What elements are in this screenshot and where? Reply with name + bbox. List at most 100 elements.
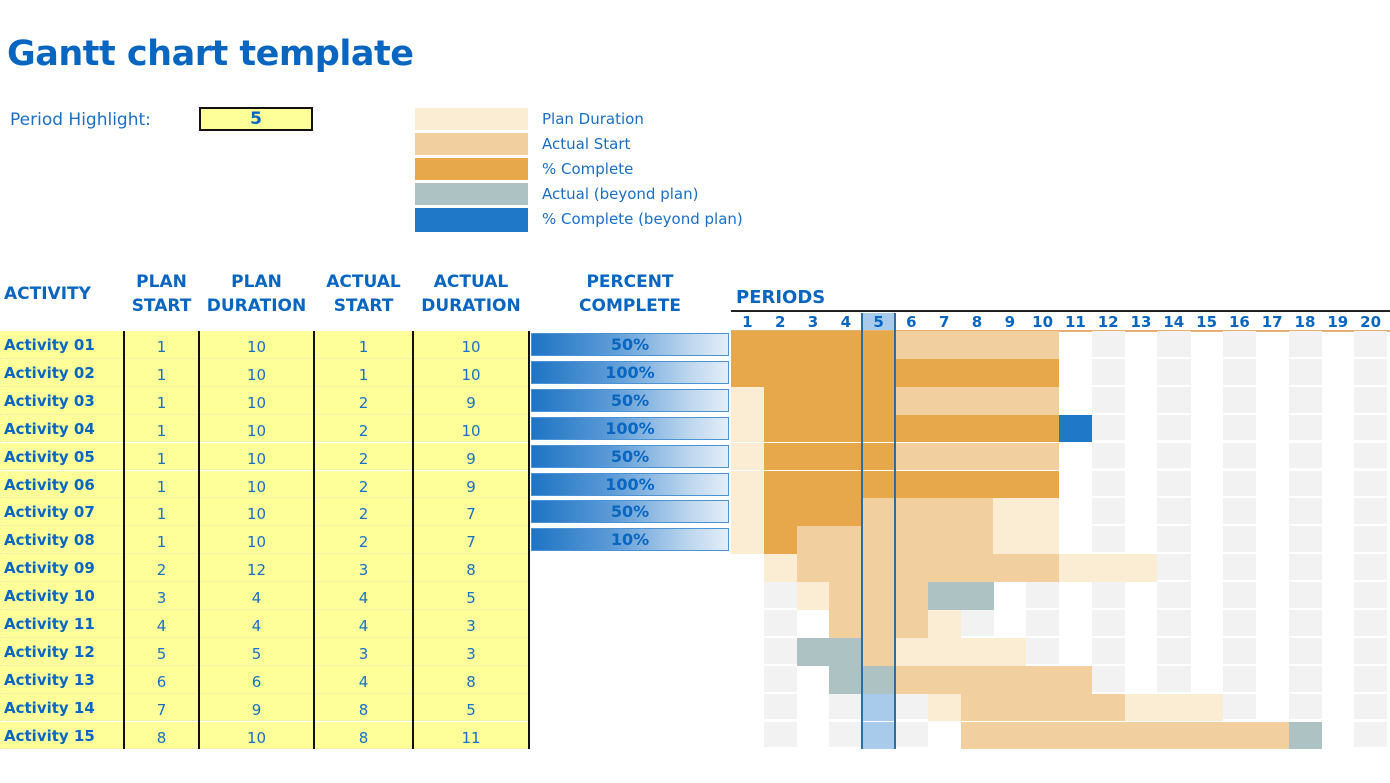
plan-cell — [731, 526, 765, 555]
plan-start-cell[interactable]: 6 — [124, 665, 199, 694]
plan-cell — [960, 637, 994, 666]
activity-name[interactable]: Activity 10 — [0, 582, 124, 610]
plan-start-cell[interactable]: 1 — [124, 498, 199, 527]
period-highlight-input[interactable]: 5 — [199, 107, 313, 131]
actual-duration-cell[interactable]: 10 — [413, 358, 529, 387]
header-line: START — [333, 296, 394, 316]
activity-name[interactable]: Activity 12 — [0, 637, 124, 666]
plan-duration-cell[interactable]: 10 — [199, 358, 314, 387]
plan-duration-cell[interactable]: 6 — [199, 665, 314, 694]
actual-start-cell[interactable]: 4 — [314, 665, 413, 694]
activity-name[interactable]: Activity 15 — [0, 721, 124, 750]
percent-complete-bar[interactable]: 50% — [531, 500, 729, 524]
actual-start-cell[interactable]: 2 — [314, 498, 413, 527]
activity-name[interactable]: Activity 05 — [0, 442, 124, 471]
plan-duration-cell[interactable]: 10 — [199, 526, 314, 555]
activity-name[interactable]: Activity 04 — [0, 414, 124, 443]
percent-complete-bar[interactable]: 10% — [531, 528, 729, 552]
activity-name[interactable]: Activity 03 — [0, 386, 124, 415]
percent-complete-bar[interactable]: 50% — [531, 388, 729, 412]
plan-start-cell[interactable]: 1 — [124, 526, 199, 555]
actual-duration-cell[interactable]: 8 — [413, 554, 529, 582]
plan-duration-cell[interactable]: 4 — [199, 582, 314, 610]
plan-duration-cell[interactable]: 10 — [199, 386, 314, 415]
plan-start-cell[interactable]: 1 — [124, 414, 199, 443]
table-row: Activity 11 4 4 4 3 — [0, 610, 1390, 638]
actual-start-cell[interactable]: 8 — [314, 721, 413, 750]
empty-cell — [1223, 498, 1257, 527]
actual-cell — [1091, 693, 1126, 722]
percent-complete-bar[interactable]: 50% — [531, 444, 729, 468]
period-header-10: 10 — [1032, 313, 1054, 331]
activity-name[interactable]: Activity 14 — [0, 693, 124, 722]
actual-cell — [1026, 693, 1060, 722]
actual-start-cell[interactable]: 4 — [314, 582, 413, 610]
percent-complete-bar[interactable]: 100% — [531, 416, 729, 440]
actual-start-cell[interactable]: 2 — [314, 386, 413, 415]
actual-start-cell[interactable]: 4 — [314, 610, 413, 638]
actual-duration-cell[interactable]: 5 — [413, 693, 529, 722]
activity-name[interactable]: Activity 08 — [0, 526, 124, 555]
plan-start-cell[interactable]: 5 — [124, 637, 199, 666]
plan-start-cell[interactable]: 1 — [124, 442, 199, 471]
plan-duration-cell[interactable]: 9 — [199, 693, 314, 722]
plan-duration-cell[interactable]: 4 — [199, 610, 314, 638]
plan-start-cell[interactable]: 7 — [124, 693, 199, 722]
actual-start-cell[interactable]: 8 — [314, 693, 413, 722]
activity-name[interactable]: Activity 13 — [0, 665, 124, 694]
actual-cell — [960, 442, 994, 471]
plan-duration-cell[interactable]: 10 — [199, 721, 314, 750]
percent-complete-bar[interactable]: 100% — [531, 360, 729, 384]
percent-complete-bar[interactable]: 50% — [531, 333, 729, 356]
plan-duration-cell[interactable]: 10 — [199, 414, 314, 443]
plan-start-cell[interactable]: 1 — [124, 331, 199, 359]
actual-duration-cell[interactable]: 5 — [413, 582, 529, 610]
actual-start-cell[interactable]: 2 — [314, 442, 413, 471]
plan-duration-cell[interactable]: 10 — [199, 470, 314, 499]
plan-duration-cell[interactable]: 10 — [199, 498, 314, 527]
activity-name[interactable]: Activity 01 — [0, 331, 124, 359]
complete-cell — [763, 442, 798, 471]
activity-name[interactable]: Activity 02 — [0, 358, 124, 387]
actual-duration-cell[interactable]: 10 — [413, 331, 529, 359]
actual-duration-cell[interactable]: 11 — [413, 721, 529, 750]
actual-start-cell[interactable]: 1 — [314, 331, 413, 359]
plan-start-cell[interactable]: 1 — [124, 470, 199, 499]
actual-start-cell[interactable]: 2 — [314, 414, 413, 443]
actual-duration-cell[interactable]: 9 — [413, 386, 529, 415]
actual-duration-cell[interactable]: 10 — [413, 414, 529, 443]
actual-duration-cell[interactable]: 9 — [413, 470, 529, 499]
actual-duration-cell[interactable]: 9 — [413, 442, 529, 471]
empty-cell — [1157, 637, 1191, 666]
empty-cell — [1288, 693, 1322, 722]
actual-start-cell[interactable]: 2 — [314, 470, 413, 499]
plan-start-cell[interactable]: 2 — [124, 554, 199, 582]
plan-start-cell[interactable]: 3 — [124, 582, 199, 610]
actual-cell — [1059, 693, 1093, 722]
actual-start-cell[interactable]: 3 — [314, 554, 413, 582]
plan-duration-cell[interactable]: 12 — [199, 554, 314, 582]
percent-complete-bar[interactable]: 100% — [531, 472, 729, 496]
plan-start-cell[interactable]: 1 — [124, 386, 199, 415]
plan-start-cell[interactable]: 8 — [124, 721, 199, 750]
plan-duration-cell[interactable]: 10 — [199, 331, 314, 359]
actual-start-cell[interactable]: 3 — [314, 637, 413, 666]
actual-duration-cell[interactable]: 7 — [413, 498, 529, 527]
plan-start-cell[interactable]: 1 — [124, 358, 199, 387]
actual-duration-cell[interactable]: 8 — [413, 665, 529, 694]
empty-cell — [1288, 665, 1322, 694]
actual-duration-cell[interactable]: 3 — [413, 610, 529, 638]
actual-duration-cell[interactable]: 3 — [413, 637, 529, 666]
actual-start-cell[interactable]: 2 — [314, 526, 413, 555]
activity-name[interactable]: Activity 07 — [0, 498, 124, 527]
actual-cell — [993, 386, 1027, 415]
actual-duration-cell[interactable]: 7 — [413, 526, 529, 555]
plan-cell — [1124, 554, 1158, 582]
activity-name[interactable]: Activity 11 — [0, 610, 124, 638]
plan-start-cell[interactable]: 4 — [124, 610, 199, 638]
plan-duration-cell[interactable]: 5 — [199, 637, 314, 666]
plan-duration-cell[interactable]: 10 — [199, 442, 314, 471]
actual-start-cell[interactable]: 1 — [314, 358, 413, 387]
activity-name[interactable]: Activity 06 — [0, 470, 124, 499]
activity-name[interactable]: Activity 09 — [0, 554, 124, 582]
